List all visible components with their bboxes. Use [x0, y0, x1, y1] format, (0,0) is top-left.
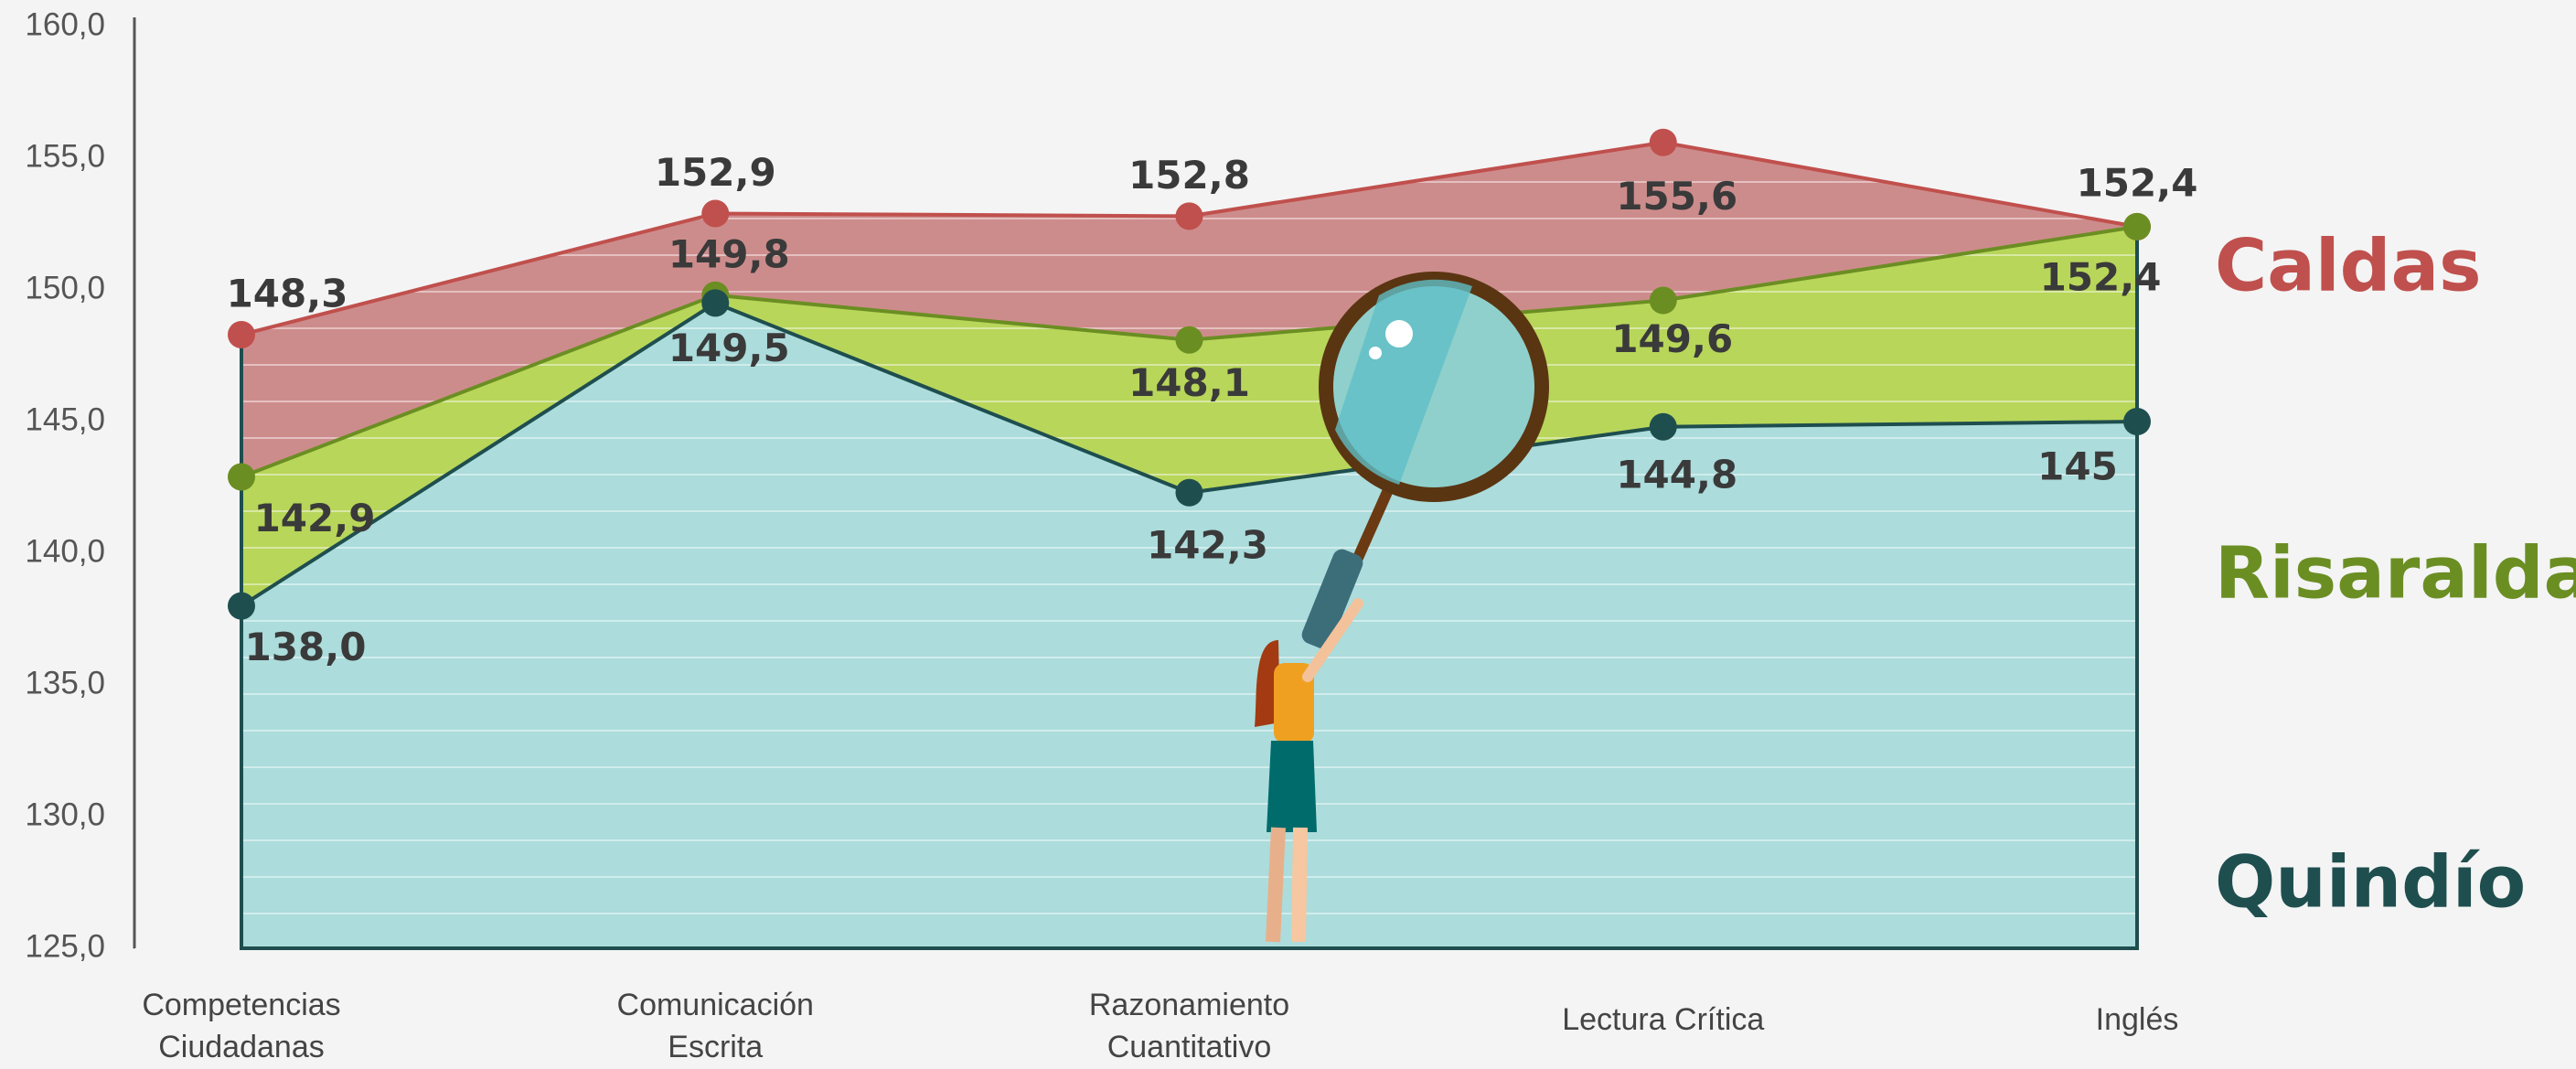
data-label: 142,3: [1147, 522, 1268, 567]
leg: [1291, 827, 1308, 943]
data-label: 138,0: [245, 625, 367, 669]
magnifier-grip: [1301, 549, 1363, 649]
point: [228, 592, 255, 620]
y-tick-label: 130,0: [25, 796, 105, 832]
y-tick-label: 155,0: [25, 138, 105, 174]
area-outline: [240, 226, 2139, 950]
x-tick-label: Razonamiento Cuantitativo: [1088, 988, 1290, 1064]
magnifier-shine: [1335, 279, 1472, 485]
data-label: 152,4: [2040, 254, 2162, 299]
magnifier-glint: [1369, 347, 1382, 359]
point: [1175, 326, 1203, 354]
magnifier-glint: [1385, 320, 1413, 347]
point: [701, 199, 730, 228]
data-label: 145: [2037, 444, 2118, 489]
skirt: [1267, 741, 1317, 832]
y-tick-label: 150,0: [25, 270, 105, 305]
point: [228, 320, 255, 348]
data-label: 149,6: [1611, 316, 1733, 361]
y-tick-label: 125,0: [25, 928, 105, 964]
point: [1649, 128, 1677, 156]
data-label: 152,9: [655, 150, 776, 195]
point: [1175, 478, 1203, 507]
y-tick-label: 140,0: [25, 533, 105, 569]
legend-label: Risaralda: [2215, 532, 2576, 615]
data-label: 149,8: [668, 231, 790, 276]
illustration: [1255, 272, 1549, 943]
y-tick-label: 145,0: [25, 401, 105, 437]
data-label: 148,3: [227, 271, 348, 315]
x-tick-label: Lectura Crítica: [1562, 1002, 1765, 1037]
torso: [1274, 663, 1314, 743]
x-tick-label: Competencias Ciudadanas: [142, 988, 341, 1064]
y-tick-label: 160,0: [25, 6, 105, 42]
point: [2123, 212, 2151, 241]
leg: [1266, 827, 1286, 943]
y-tick-label: 135,0: [25, 665, 105, 700]
point: [1649, 286, 1677, 315]
point: [701, 289, 730, 317]
data-label: 155,6: [1616, 174, 1737, 219]
data-label: 152,8: [1128, 153, 1250, 198]
point: [228, 463, 255, 491]
legend-label: Caldas: [2215, 225, 2482, 307]
data-label: 152,4: [2077, 160, 2198, 205]
point: [1649, 412, 1677, 441]
x-tick-label: Inglés: [2095, 1002, 2179, 1037]
legend-label: Quindío: [2215, 841, 2526, 924]
data-label: 148,1: [1128, 360, 1250, 405]
point: [2123, 408, 2151, 435]
data-label: 142,9: [254, 496, 376, 540]
point: [1175, 202, 1203, 230]
area-stripes: [241, 303, 2137, 948]
data-label: 149,5: [668, 326, 790, 370]
arm: [1302, 598, 1363, 682]
x-tick-label: Comunicación Escrita: [616, 988, 814, 1064]
data-label: 144,8: [1616, 452, 1737, 497]
